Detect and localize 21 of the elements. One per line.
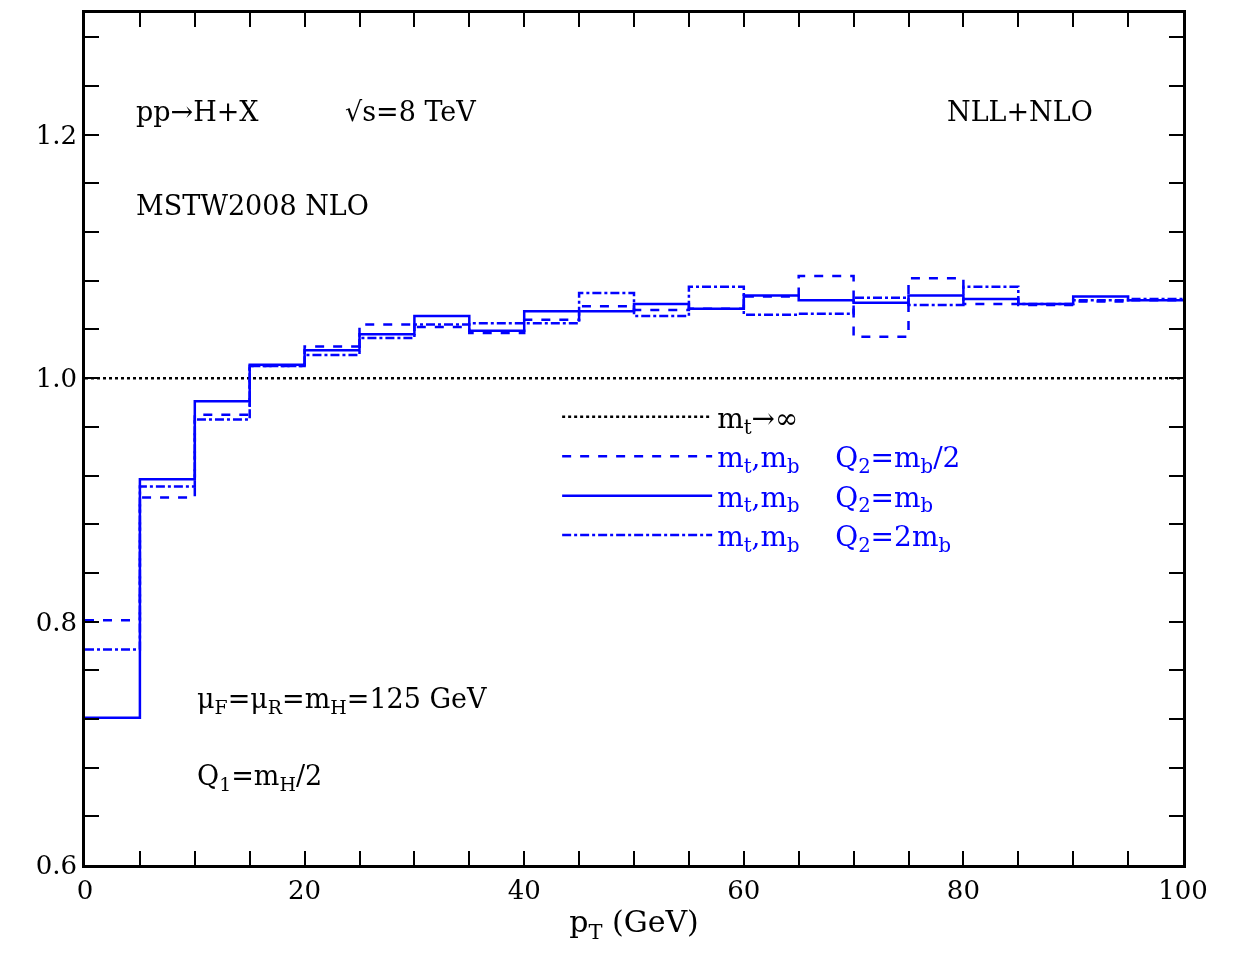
x-tick-label: 100 [1158,874,1208,905]
x-tick-label: 60 [727,874,761,905]
annotation: μ$_{F}$=μ$_{R}$=m$_{H}$=125 GeV [197,683,488,718]
x-tick-label: 0 [76,874,94,905]
y-tick-label: 1.0 [35,363,78,394]
annotation: NLL+NLO [947,96,1093,127]
x-tick-label: 80 [946,874,980,905]
x-tick-label: 40 [507,874,541,905]
annotation: Q$_{1}$=m$_{H}$/2 [197,760,323,795]
y-tick-label: 1.2 [35,119,78,150]
text: m$_{t}$,m$_{b}$ Q$_{2}$=m$_{b}$ [717,480,934,518]
x-tick-label: 20 [288,874,322,905]
annotation: MSTW2008 NLO [136,190,369,221]
text: m$_{t}$,m$_{b}$ Q$_{2}$=m$_{b}$/2 [717,441,961,479]
y-tick-label: 0.6 [35,850,78,881]
text: m$_{t}$,m$_{b}$ Q$_{2}$=2m$_{b}$ [717,519,951,557]
series-label: m$_{t}$→∞ [717,401,799,439]
annotation: pp→H+X [136,96,260,127]
x-axis-title: p$_{T}$ (GeV) [569,904,699,944]
annotation: √s=8 TeV [345,96,477,127]
y-tick-label: 0.8 [35,606,78,637]
